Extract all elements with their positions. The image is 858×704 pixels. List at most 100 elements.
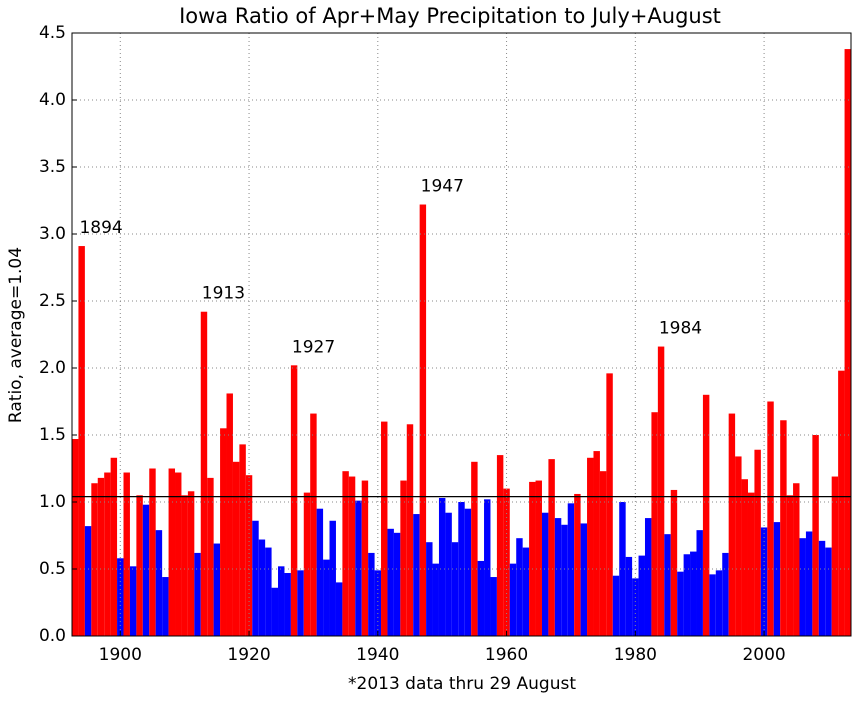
bar: [226, 393, 233, 636]
bar: [129, 566, 137, 636]
x-tick-label: 1900: [99, 645, 142, 665]
bar: [400, 480, 407, 636]
x-tick-label: 1920: [227, 645, 270, 665]
bar: [187, 491, 195, 636]
bar: [303, 492, 311, 636]
bar: [451, 542, 459, 636]
annotation: 1984: [659, 319, 702, 339]
bar: [683, 554, 691, 636]
bar: [838, 370, 845, 636]
bar: [541, 512, 549, 636]
bar: [310, 413, 317, 636]
y-tick-label: 0.0: [39, 626, 66, 646]
bar: [426, 542, 433, 636]
y-tick-label: 0.5: [39, 559, 66, 579]
bar: [142, 504, 150, 636]
y-tick-label: 1.5: [39, 425, 66, 445]
bar: [805, 531, 813, 636]
bar: [799, 538, 806, 636]
bar: [786, 495, 794, 636]
y-tick-label: 2.5: [39, 291, 66, 311]
bar: [561, 524, 568, 636]
bar: [342, 471, 349, 636]
bar: [271, 587, 279, 636]
bar: [258, 539, 266, 636]
bar: [767, 401, 774, 636]
y-tick-label: 4.0: [39, 90, 66, 110]
bar: [580, 523, 588, 636]
bar: [599, 471, 607, 636]
bar: [722, 552, 729, 636]
bar: [535, 480, 542, 636]
bar: [239, 444, 246, 636]
bar: [587, 457, 594, 636]
bar: [252, 520, 259, 636]
bar: [696, 530, 703, 636]
bar: [793, 483, 800, 636]
bar: [232, 461, 240, 636]
bar: [213, 543, 221, 636]
bar: [348, 476, 356, 636]
y-tick-label: 1.0: [39, 492, 66, 512]
bar: [84, 526, 92, 636]
bar: [490, 577, 497, 636]
bar: [638, 555, 645, 636]
bar: [245, 475, 253, 636]
x-tick-label: 1980: [614, 645, 657, 665]
bar: [735, 456, 742, 636]
bar: [175, 472, 182, 636]
bar: [168, 468, 176, 636]
bar: [419, 204, 427, 636]
bar: [278, 566, 285, 636]
bar: [265, 547, 272, 636]
bar: [335, 582, 343, 636]
bar: [715, 570, 723, 636]
x-tick-label: 1940: [356, 645, 399, 665]
bar: [664, 534, 671, 636]
bar: [728, 413, 736, 636]
bar: [438, 497, 446, 636]
bar: [297, 570, 304, 636]
bar: [78, 246, 85, 636]
bar: [329, 520, 336, 636]
bar: [464, 508, 472, 636]
bar: [97, 477, 105, 636]
bar: [503, 488, 510, 636]
bar: [374, 570, 382, 636]
bar: [548, 459, 555, 636]
bar: [657, 346, 665, 636]
bar: [812, 435, 819, 636]
bar: [200, 311, 208, 636]
bar: [284, 573, 291, 636]
bar: [651, 412, 658, 636]
bar: [323, 559, 330, 636]
annotation: 1913: [202, 284, 245, 304]
bar: [677, 571, 684, 636]
y-axis-label: Ratio, average=1.04: [6, 247, 26, 423]
bar: [162, 577, 169, 636]
bar: [754, 449, 761, 636]
bar: [509, 563, 517, 636]
bar: [432, 563, 439, 636]
bar: [387, 528, 394, 636]
bar: [612, 575, 620, 636]
bar: [110, 457, 118, 636]
bar: [593, 451, 600, 636]
bar: [574, 493, 581, 636]
bar: [290, 365, 298, 636]
bar: [207, 477, 214, 636]
bar: [496, 455, 504, 636]
bar: [194, 552, 201, 636]
y-tick-label: 3.0: [39, 224, 66, 244]
bar: [413, 514, 420, 636]
bar: [670, 489, 678, 636]
bar: [825, 547, 832, 636]
bar: [72, 439, 79, 636]
bar: [619, 502, 626, 636]
bar: [155, 530, 163, 636]
bar: [123, 472, 130, 636]
bar: [136, 495, 143, 636]
bar: [484, 499, 491, 636]
bar: [780, 420, 787, 636]
